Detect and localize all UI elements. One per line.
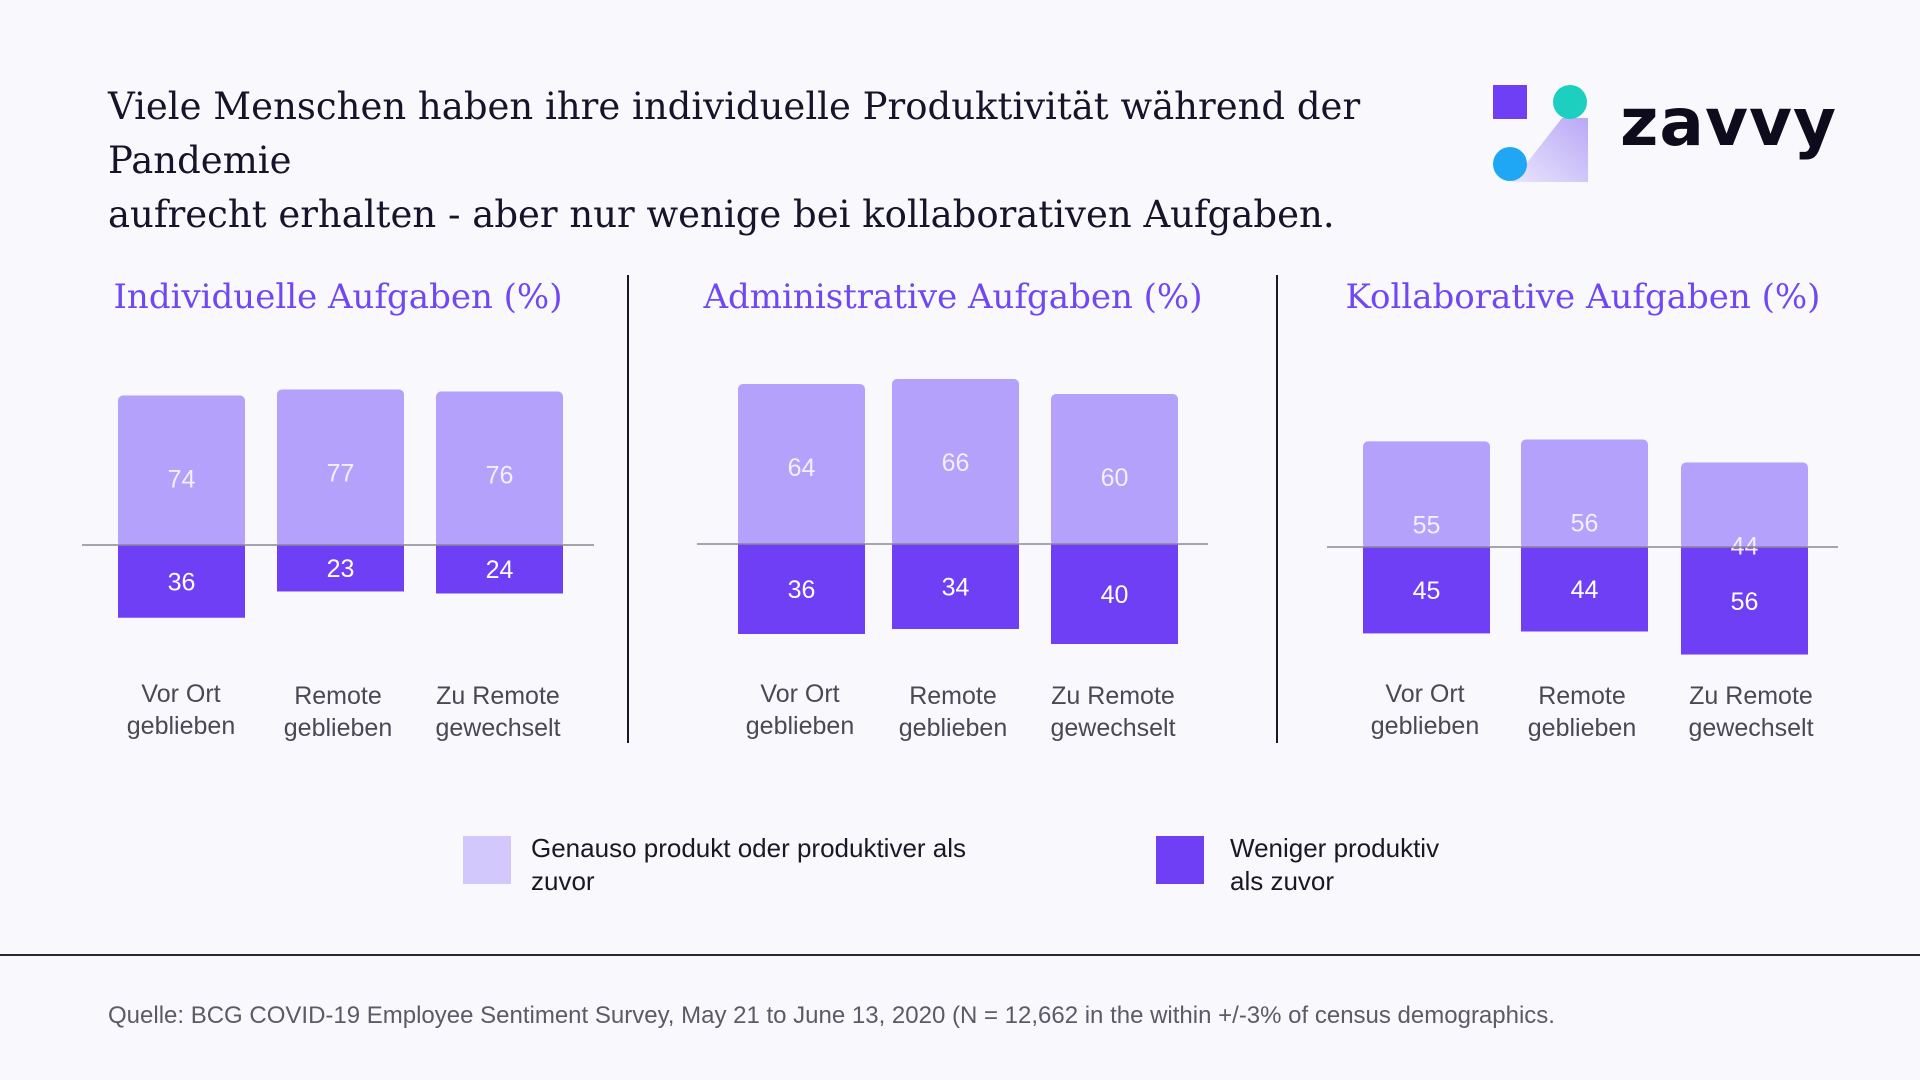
value-label-positive-1-2: 77 <box>327 459 355 487</box>
panel-title-3: Kollaborative Aufgaben (%) <box>1346 277 1821 317</box>
value-label-positive-2-1: 64 <box>788 454 816 482</box>
value-label-negative-3-1: 45 <box>1413 577 1441 605</box>
category-label-1-3-line-2: gewechselt <box>435 714 560 742</box>
bar-positive-1-1 <box>118 395 245 547</box>
value-label-negative-1-1: 36 <box>168 568 196 596</box>
legend-negative-line-2: als zuvor <box>1230 866 1335 896</box>
category-label-3-2-line-1: Remote <box>1538 682 1626 710</box>
zavvy-logo: zavvy <box>1490 82 1836 192</box>
value-label-negative-3-3: 56 <box>1731 588 1759 616</box>
value-label-positive-1-1: 74 <box>168 466 196 494</box>
value-label-negative-2-2: 34 <box>942 574 970 602</box>
bar-positive-3-2 <box>1521 439 1648 549</box>
category-label-3-3-line-1: Zu Remote <box>1689 682 1813 710</box>
category-label-1-1-line-1: Vor Ort <box>141 680 220 708</box>
value-label-negative-3-2: 44 <box>1571 576 1599 604</box>
legend-item-negative: Weniger produktiv als zuvor <box>1156 832 1439 898</box>
category-label-2-1-line-1: Vor Ort <box>760 680 839 708</box>
category-label-1-2-line-2: geblieben <box>284 714 392 742</box>
category-label-1-3-line-1: Zu Remote <box>436 682 560 710</box>
bar-positive-1-3 <box>436 391 563 547</box>
category-label-3-1-line-1: Vor Ort <box>1385 680 1464 708</box>
headline-line-2: aufrecht erhalten - aber nur wenige bei … <box>108 193 1335 236</box>
bar-positive-1-2 <box>277 389 404 547</box>
bar-positive-2-3 <box>1051 394 1178 546</box>
legend-item-positive: Genauso produkt oder produktiver als zuv… <box>463 832 966 898</box>
source-note: Quelle: BCG COVID-19 Employee Sentiment … <box>108 1002 1555 1029</box>
category-label-3-1-line-2: geblieben <box>1371 712 1479 740</box>
bar-negative-1-3 <box>436 545 563 594</box>
legend-negative-line-1: Weniger produktiv <box>1230 833 1440 863</box>
legend-swatch-negative <box>1156 836 1204 884</box>
category-label-2-2-line-1: Remote <box>909 682 997 710</box>
bar-positive-2-2 <box>892 379 1019 546</box>
footer-divider <box>0 954 1920 956</box>
value-label-positive-3-2: 56 <box>1571 509 1599 537</box>
value-label-negative-1-3: 24 <box>486 556 514 584</box>
value-label-positive-2-3: 60 <box>1101 464 1129 492</box>
value-label-positive-1-3: 76 <box>486 461 514 489</box>
headline: Viele Menschen haben ihre individuelle P… <box>108 80 1408 242</box>
bar-negative-1-1 <box>118 545 245 618</box>
legend-positive-line-2: zuvor <box>531 866 595 896</box>
bar-negative-2-1 <box>738 544 865 634</box>
bar-positive-2-1 <box>738 384 865 546</box>
legend-positive-line-1: Genauso produkt oder produktiver als <box>531 833 967 863</box>
legend-label-negative: Weniger produktiv als zuvor <box>1230 832 1439 898</box>
zavvy-logo-mark-icon <box>1493 85 1588 182</box>
legend: Genauso produkt oder produktiver als zuv… <box>0 832 1920 912</box>
category-label-3-2-line-2: geblieben <box>1528 714 1636 742</box>
bar-negative-3-2 <box>1521 547 1648 632</box>
value-label-negative-1-2: 23 <box>327 555 355 583</box>
bar-negative-3-3 <box>1681 547 1808 655</box>
category-label-1-2-line-1: Remote <box>294 682 382 710</box>
category-label-2-1-line-2: geblieben <box>746 712 854 740</box>
category-label-3-3-line-2: gewechselt <box>1688 714 1813 742</box>
bar-negative-1-2 <box>277 545 404 592</box>
legend-swatch-positive <box>463 836 511 884</box>
value-label-negative-2-3: 40 <box>1101 581 1129 609</box>
legend-label-positive: Genauso produkt oder produktiver als zuv… <box>531 832 966 898</box>
panel-title-1: Individuelle Aufgaben (%) <box>113 277 562 317</box>
category-label-1-1-line-2: geblieben <box>127 712 235 740</box>
zavvy-wordmark: zavvy <box>1620 84 1838 161</box>
chart-area: Individuelle Aufgaben (%) 74 36 Vor Ort gebl… <box>82 275 1838 743</box>
headline-line-1: Viele Menschen haben ihre individuelle P… <box>108 85 1361 182</box>
bar-positive-3-3 <box>1681 462 1808 549</box>
category-label-2-2-line-2: geblieben <box>899 714 1007 742</box>
category-label-2-3-line-1: Zu Remote <box>1051 682 1175 710</box>
panel-title-2: Administrative Aufgaben (%) <box>702 277 1202 317</box>
bar-positive-3-1 <box>1363 441 1490 549</box>
bar-negative-2-2 <box>892 544 1019 629</box>
value-label-positive-3-1: 55 <box>1413 511 1441 539</box>
value-label-positive-2-2: 66 <box>942 449 970 477</box>
category-label-2-3-line-2: gewechselt <box>1050 714 1175 742</box>
value-label-negative-2-1: 36 <box>788 576 816 604</box>
bar-negative-2-3 <box>1051 544 1178 644</box>
bar-negative-3-1 <box>1363 547 1490 634</box>
